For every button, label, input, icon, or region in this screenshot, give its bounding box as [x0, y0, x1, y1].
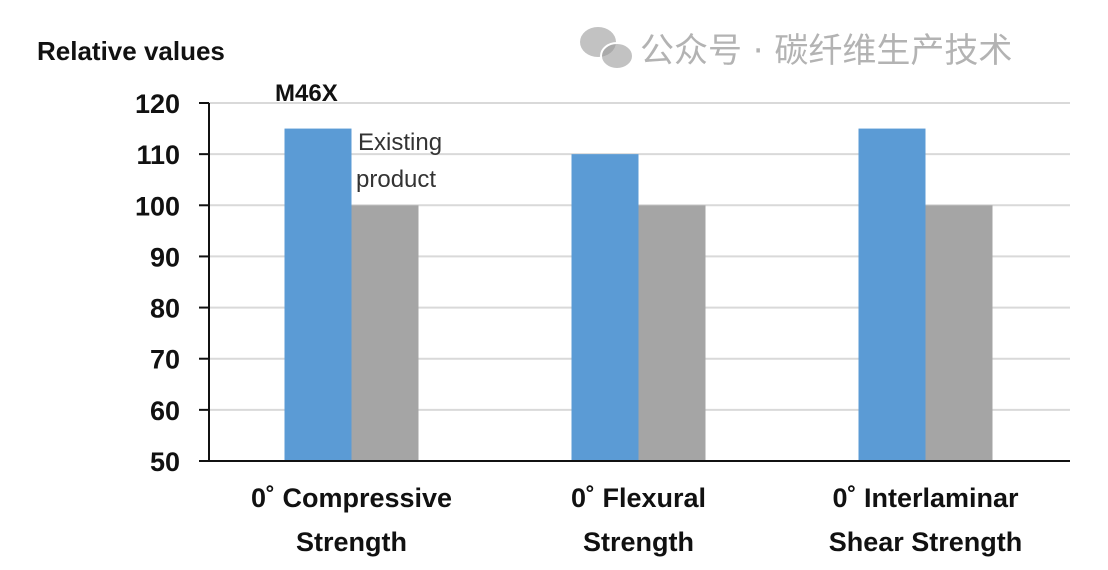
y-tick-label: 120	[135, 89, 180, 119]
bar-existing-product	[351, 205, 419, 461]
category-label: 0˚ Interlaminar	[832, 483, 1019, 513]
y-tick-label: 70	[150, 345, 180, 375]
y-tick-label: 110	[136, 140, 180, 170]
watermark: 公众号 · 碳纤维生产技术	[580, 27, 1012, 71]
y-tick-label: 60	[150, 396, 180, 426]
category-label: 0˚ Flexural	[571, 483, 706, 513]
category-label: Strength	[583, 527, 694, 557]
wechat-icon	[580, 27, 634, 70]
y-tick-label: 50	[150, 447, 180, 477]
category-label: Shear Strength	[829, 527, 1023, 557]
category-label: 0˚ Compressive	[251, 483, 452, 513]
bar-m46x	[284, 128, 352, 462]
y-tick-label: 100	[135, 191, 180, 221]
bar-existing-product	[925, 205, 993, 461]
category-label: Strength	[296, 527, 407, 557]
bar-m46x	[571, 154, 639, 461]
series-label-existing-line2: product	[356, 166, 436, 193]
watermark-text: 公众号 · 碳纤维生产技术	[640, 31, 1012, 71]
bar-existing-product	[638, 205, 706, 461]
series-label-existing-line1: Existing	[358, 129, 442, 156]
y-tick-label: 80	[150, 294, 180, 324]
bar-m46x	[858, 128, 926, 462]
y-axis-title: Relative values	[37, 36, 225, 66]
series-label-m46x: M46X	[275, 80, 338, 107]
y-tick-label: 90	[150, 242, 180, 272]
